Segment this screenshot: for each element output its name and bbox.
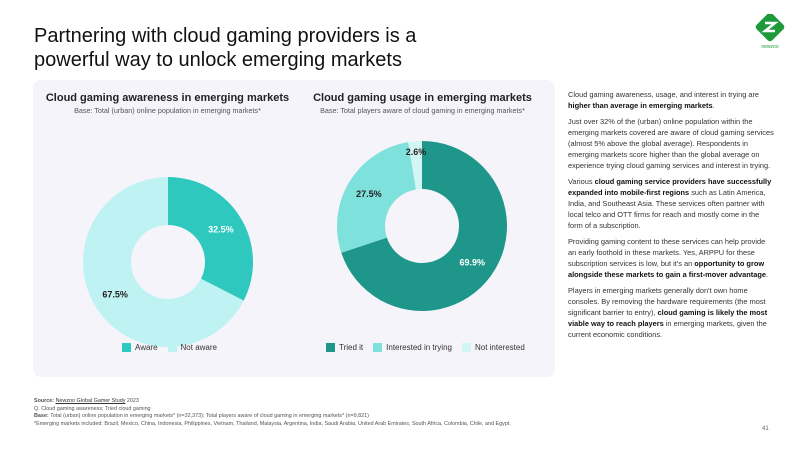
data-label: 27.5%	[356, 189, 382, 199]
legend-item: Aware	[122, 343, 158, 353]
legend-swatch	[326, 343, 335, 353]
page-number: 41	[762, 426, 769, 432]
source-year: 2023	[125, 398, 139, 404]
legend-item: Not interested	[461, 343, 525, 353]
commentary-paragraph: Cloud gaming awareness, usage, and inter…	[568, 90, 760, 110]
data-label: 2.6%	[406, 147, 427, 157]
legend-item: Interested in trying	[373, 343, 452, 353]
legend-swatch	[122, 343, 131, 353]
legend-item: Not aware	[167, 343, 217, 353]
legend-item: Tried it	[326, 343, 364, 353]
data-label: 69.9%	[460, 257, 486, 267]
legend-swatch	[461, 343, 471, 353]
usage-donut: 69.9% 27.5% 2.6%	[337, 141, 507, 311]
legend-swatch	[167, 343, 177, 353]
source-link[interactable]: Newzoo Global Gamer Study	[55, 398, 126, 404]
newzoo-logo: newzoo	[755, 14, 785, 50]
chart2-legend: Tried it Interested in trying Not interest…	[326, 343, 525, 353]
legend-swatch	[373, 343, 383, 353]
legend-label: Interested in trying	[386, 343, 452, 352]
chart1-title: Cloud gaming awareness in emerging marke…	[45, 92, 290, 104]
slice-aware	[168, 177, 253, 301]
markets-note: *Emerging markets included: Brazil, Mexi…	[34, 420, 511, 427]
commentary-paragraph: Providing gaming content to these servic…	[568, 237, 769, 279]
legend-label: Tried it	[339, 343, 364, 352]
data-label: 32.5%	[208, 225, 234, 235]
chart2-subtitle: Base: Total players aware of cloud gamin…	[320, 106, 525, 115]
commentary-paragraph: Various cloud gaming service providers h…	[568, 177, 772, 230]
chart1-legend: Aware Not aware	[122, 343, 217, 353]
side-commentary: Cloud gaming awareness, usage, and inter…	[568, 89, 774, 345]
commentary-paragraph: Players in emerging markets generally do…	[568, 286, 768, 339]
data-label: 67.5%	[102, 289, 128, 299]
base-note: Total (urban) online population in emerg…	[50, 413, 369, 419]
page-title: Partnering with cloud gaming providers i…	[34, 25, 417, 71]
footnotes: Source: Newzoo Global Gamer Study 2023 Q…	[34, 398, 734, 428]
legend-label: Aware	[135, 343, 158, 352]
legend-label: Not interested	[474, 343, 525, 352]
slice-not-interested	[408, 141, 422, 190]
awareness-donut: 32.5% 67.5%	[82, 177, 253, 347]
svg-text:newzoo: newzoo	[761, 44, 778, 50]
slice-interested-in-trying	[337, 142, 416, 253]
commentary-paragraph: Just over 32% of the (urban) online popu…	[568, 117, 774, 170]
chart2-title: Cloud gaming usage in emerging markets	[313, 92, 532, 104]
slice-not-aware	[82, 177, 244, 347]
slice-tried-it	[341, 141, 507, 311]
chart1-subtitle: Base: Total (urban) online population in…	[74, 106, 261, 115]
base-label: Base:	[34, 413, 51, 419]
legend-label: Not aware	[180, 343, 217, 352]
source-label: Source:	[34, 398, 56, 404]
question-note: Q. Cloud gaming awareness; Tried cloud g…	[34, 405, 151, 412]
